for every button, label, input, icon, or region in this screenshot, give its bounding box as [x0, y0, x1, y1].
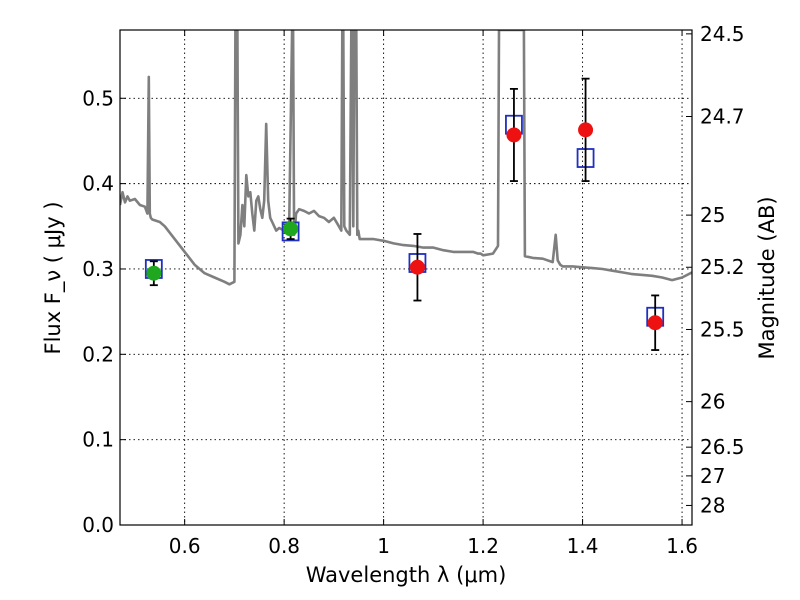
- y-tick-label: 0.5: [82, 86, 114, 110]
- y-tick-label: 0.1: [82, 428, 114, 452]
- mag-tick-label: 26: [700, 390, 725, 414]
- x-axis: 0.6 0.8 1 1.2 1.4 1.6: [169, 30, 698, 558]
- x-tick-label: 0.8: [268, 534, 300, 558]
- plot-area: [120, 30, 692, 351]
- observed-point: [647, 315, 663, 331]
- mag-tick-label: 28: [700, 493, 725, 517]
- x-tick-label: 1.6: [666, 534, 698, 558]
- observed-point: [283, 221, 299, 237]
- y-tick-label: 0.2: [82, 342, 114, 366]
- mag-tick-label: 26.5: [700, 435, 745, 459]
- mag-tick-label: 24.5: [700, 22, 745, 46]
- plot-frame: [119, 29, 693, 526]
- x-tick-label: 0.6: [169, 534, 201, 558]
- observed-point: [146, 265, 162, 281]
- x-tick-label: 1: [377, 534, 390, 558]
- y-axis-magnitude: 24.5 24.7 25 25.2 25.5 26 26.5 27 28: [686, 22, 745, 517]
- observed-point: [506, 127, 522, 143]
- observed-point: [409, 259, 425, 275]
- mag-tick-label: 25: [700, 203, 725, 227]
- y-tick-label: 0.3: [82, 257, 114, 281]
- y-axis-flux: 0.0 0.1 0.2 0.3 0.4 0.5: [82, 86, 126, 537]
- y-tick-label: 0.4: [82, 172, 114, 196]
- grid-lines: [120, 30, 692, 526]
- x-axis-label: Wavelength λ (μm): [306, 563, 507, 587]
- y-axis-label-left: Flux F_ν ( μJy ): [41, 201, 66, 354]
- mag-tick-label: 24.7: [700, 104, 745, 128]
- y-axis-label-right: Magnitude (AB): [755, 196, 779, 359]
- observed-point: [578, 122, 594, 138]
- mag-tick-label: 25.5: [700, 317, 745, 341]
- model-spectrum-line: [120, 30, 692, 286]
- x-tick-label: 1.2: [467, 534, 499, 558]
- mag-tick-label: 25.2: [700, 255, 745, 279]
- x-tick-label: 1.4: [567, 534, 599, 558]
- y-tick-label: 0.0: [82, 513, 114, 537]
- mag-tick-label: 27: [700, 464, 725, 488]
